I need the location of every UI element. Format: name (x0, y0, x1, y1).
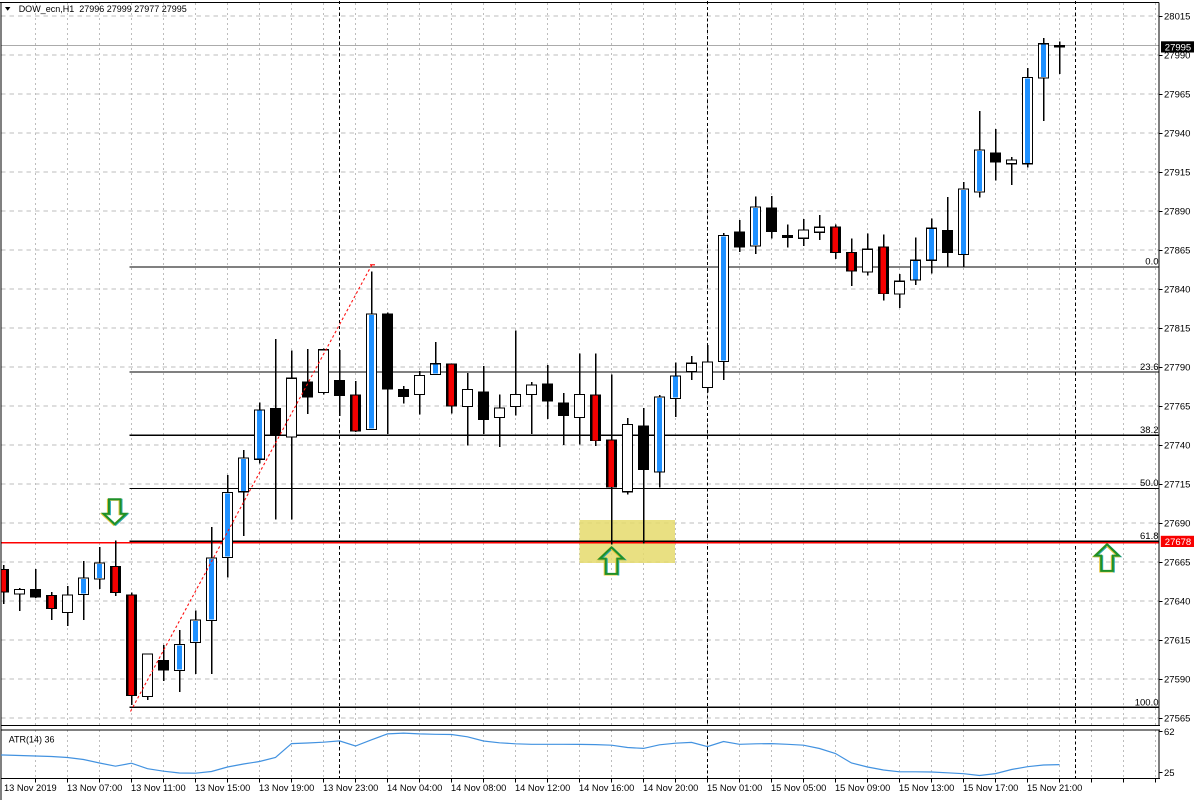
svg-text:27615: 27615 (1164, 635, 1190, 646)
svg-text:15 Nov 09:00: 15 Nov 09:00 (835, 783, 890, 793)
svg-text:27965: 27965 (1164, 89, 1190, 100)
svg-text:0.0: 0.0 (1145, 256, 1158, 267)
svg-text:27940: 27940 (1164, 128, 1190, 139)
svg-text:27990: 27990 (1164, 50, 1190, 61)
svg-text:27865: 27865 (1164, 245, 1190, 256)
svg-text:28015: 28015 (1164, 11, 1190, 22)
svg-text:25: 25 (1164, 768, 1175, 779)
svg-text:50.0: 50.0 (1140, 478, 1159, 489)
svg-text:13 Nov 23:00: 13 Nov 23:00 (323, 783, 378, 793)
svg-text:14 Nov 04:00: 14 Nov 04:00 (387, 783, 442, 793)
svg-text:14 Nov 08:00: 14 Nov 08:00 (451, 783, 506, 793)
svg-text:27690: 27690 (1164, 518, 1190, 529)
svg-text:23.6: 23.6 (1140, 362, 1159, 373)
svg-text:15 Nov 17:00: 15 Nov 17:00 (963, 783, 1018, 793)
svg-text:100.0: 100.0 (1135, 697, 1159, 708)
svg-text:13 Nov 07:00: 13 Nov 07:00 (67, 783, 122, 793)
svg-text:27790: 27790 (1164, 362, 1190, 373)
svg-text:13 Nov 2019: 13 Nov 2019 (4, 783, 57, 793)
svg-text:62: 62 (1164, 727, 1175, 738)
svg-text:27890: 27890 (1164, 206, 1190, 217)
svg-text:27765: 27765 (1164, 401, 1190, 412)
svg-text:14 Nov 12:00: 14 Nov 12:00 (515, 783, 570, 793)
svg-text:27640: 27640 (1164, 596, 1190, 607)
svg-text:ATR(14) 36: ATR(14) 36 (9, 735, 55, 745)
svg-text:15 Nov 01:00: 15 Nov 01:00 (707, 783, 762, 793)
svg-text:27715: 27715 (1164, 479, 1190, 490)
svg-text:13 Nov 19:00: 13 Nov 19:00 (259, 783, 314, 793)
svg-text:27995: 27995 (1165, 42, 1191, 53)
svg-text:27915: 27915 (1164, 167, 1190, 178)
svg-text:27665: 27665 (1164, 557, 1190, 568)
svg-text:15 Nov 21:00: 15 Nov 21:00 (1027, 783, 1082, 793)
svg-text:15 Nov 13:00: 15 Nov 13:00 (899, 783, 954, 793)
svg-text:14 Nov 20:00: 14 Nov 20:00 (643, 783, 698, 793)
svg-text:14 Nov 16:00: 14 Nov 16:00 (579, 783, 634, 793)
svg-text:27565: 27565 (1164, 713, 1190, 724)
svg-text:27740: 27740 (1164, 440, 1190, 451)
svg-text:13 Nov 15:00: 13 Nov 15:00 (195, 783, 250, 793)
svg-text:61.8: 61.8 (1140, 531, 1159, 542)
svg-text:27590: 27590 (1164, 674, 1190, 685)
svg-text:38.2: 38.2 (1140, 425, 1159, 436)
svg-text:27678: 27678 (1165, 537, 1191, 548)
svg-text:13 Nov 11:00: 13 Nov 11:00 (131, 783, 186, 793)
svg-text:15 Nov 05:00: 15 Nov 05:00 (771, 783, 826, 793)
svg-text:27840: 27840 (1164, 284, 1190, 295)
svg-text:DOW_ecn,H1 27996 27999 27977: DOW_ecn,H1 27996 27999 27977 27995 (19, 4, 187, 14)
svg-text:27815: 27815 (1164, 323, 1190, 334)
